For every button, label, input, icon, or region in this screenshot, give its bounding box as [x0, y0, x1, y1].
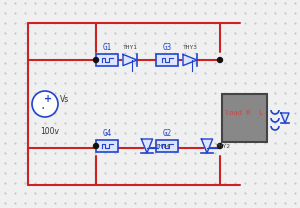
- FancyBboxPatch shape: [96, 140, 118, 152]
- Text: +: +: [44, 94, 52, 104]
- Polygon shape: [201, 139, 213, 153]
- Text: ·: ·: [41, 102, 45, 116]
- Text: THY2: THY2: [216, 144, 231, 149]
- Circle shape: [32, 91, 58, 117]
- Polygon shape: [141, 139, 153, 153]
- FancyBboxPatch shape: [156, 140, 178, 152]
- Polygon shape: [183, 54, 197, 66]
- Polygon shape: [281, 113, 289, 123]
- Text: Vs: Vs: [60, 95, 69, 104]
- Circle shape: [94, 144, 98, 149]
- FancyBboxPatch shape: [156, 54, 178, 66]
- Text: THY3: THY3: [182, 45, 197, 50]
- Text: G3: G3: [162, 43, 172, 52]
- Text: G2: G2: [162, 129, 172, 138]
- Text: load R  L: load R L: [225, 110, 264, 116]
- FancyBboxPatch shape: [96, 54, 118, 66]
- Text: G1: G1: [102, 43, 112, 52]
- Text: G4: G4: [102, 129, 112, 138]
- FancyBboxPatch shape: [222, 94, 267, 142]
- Circle shape: [94, 57, 98, 62]
- Text: THY4: THY4: [156, 144, 171, 149]
- Text: THY1: THY1: [122, 45, 137, 50]
- Circle shape: [218, 57, 223, 62]
- Polygon shape: [123, 54, 137, 66]
- Text: 100v: 100v: [40, 127, 59, 136]
- Circle shape: [218, 144, 223, 149]
